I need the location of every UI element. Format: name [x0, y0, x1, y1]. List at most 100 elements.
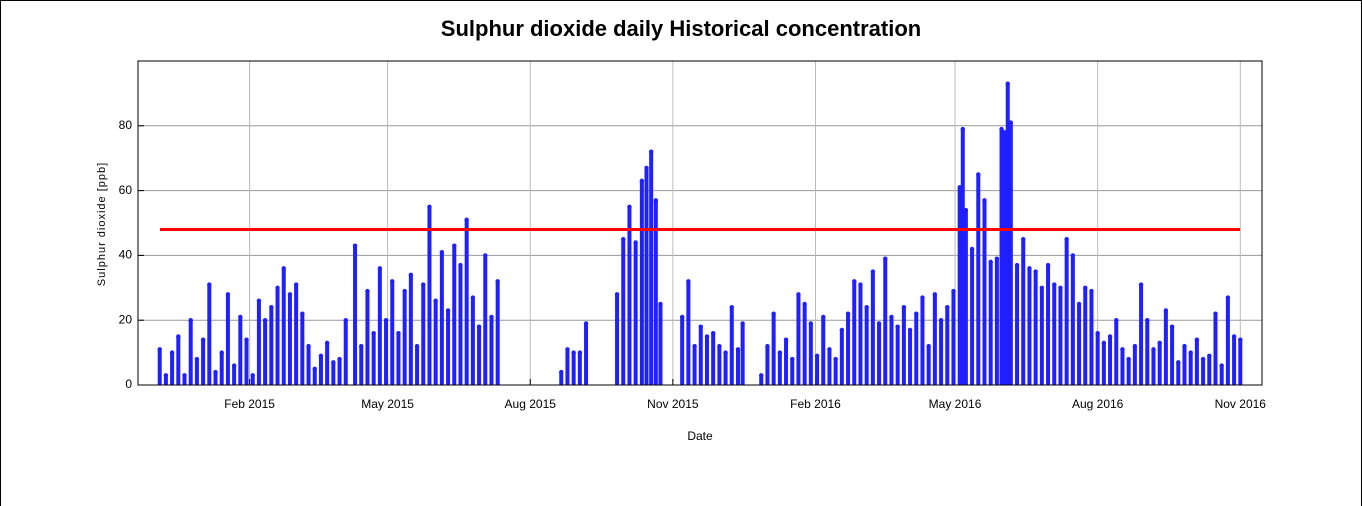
stem-marker	[1219, 363, 1224, 368]
stem-marker	[759, 373, 764, 378]
stem-marker	[920, 295, 925, 300]
stem-marker	[1194, 337, 1200, 342]
stem-marker	[300, 311, 305, 316]
stem-marker	[1157, 340, 1162, 346]
stem-marker	[352, 243, 358, 248]
stem-marker	[1064, 237, 1069, 242]
stem-marker	[653, 198, 659, 203]
stem-marker	[982, 198, 987, 203]
stem-marker	[938, 318, 944, 323]
stem-marker	[740, 321, 745, 326]
stem-marker	[377, 266, 383, 271]
stem-marker	[1138, 282, 1144, 287]
stem-marker	[704, 334, 710, 339]
stem-marker	[1163, 308, 1169, 313]
stem-marker	[969, 246, 975, 252]
stem-marker	[1213, 311, 1218, 316]
y-tick-label: 80	[119, 118, 133, 132]
stem-marker	[710, 330, 716, 336]
stem-marker	[238, 314, 243, 320]
x-tick-label: Nov 2015	[647, 397, 699, 411]
y-tick-label: 60	[119, 183, 133, 197]
stem-marker	[476, 324, 482, 329]
stem-marker	[169, 350, 175, 355]
stem-marker	[648, 149, 654, 154]
stem-marker	[639, 178, 645, 184]
stem-marker	[771, 311, 776, 316]
y-axis-label: Sulphur dioxide [ppb]	[96, 162, 108, 286]
stem-marker	[1008, 120, 1014, 125]
stem-marker	[686, 279, 691, 284]
stem-marker	[633, 240, 638, 245]
stem-marker	[1132, 343, 1138, 349]
stem-marker	[692, 343, 697, 349]
stem-marker	[926, 343, 931, 349]
stem-marker	[627, 204, 632, 209]
stem-marker	[796, 292, 801, 297]
stem-marker	[858, 282, 863, 287]
stem-marker	[1014, 262, 1020, 268]
stem-marker	[262, 318, 268, 323]
stem-marker	[559, 369, 564, 375]
stem-marker	[988, 259, 993, 265]
stem-marker	[577, 350, 583, 355]
stem-marker	[1225, 295, 1231, 300]
stem-marker	[157, 347, 162, 352]
stem-marker	[864, 305, 869, 310]
stem-marker	[421, 282, 426, 287]
stem-marker	[583, 321, 589, 326]
stem-marker	[1027, 266, 1032, 271]
stem-marker	[1101, 340, 1107, 346]
stem-marker	[571, 350, 576, 355]
stem-marker	[1126, 356, 1131, 362]
stem-marker	[932, 292, 938, 297]
stem-marker	[306, 343, 311, 349]
y-tick-label: 20	[119, 312, 133, 326]
stem-marker	[999, 126, 1004, 132]
stem-marker	[312, 366, 317, 371]
stem-marker	[207, 282, 212, 287]
stem-marker	[1200, 356, 1206, 362]
stem-marker	[565, 347, 570, 352]
stem-marker	[281, 266, 286, 271]
stem-marker	[433, 298, 438, 303]
stem-marker	[244, 337, 249, 342]
stem-marker	[1089, 288, 1094, 294]
stem-marker	[365, 288, 370, 294]
stem-marker	[324, 340, 330, 346]
stem-marker	[408, 272, 414, 278]
plot-frame	[137, 60, 1263, 386]
stem-marker	[1107, 334, 1113, 339]
stem-marker	[658, 301, 663, 307]
stem-marker	[219, 350, 224, 355]
stem-marker	[1045, 262, 1051, 268]
stem-marker	[735, 347, 741, 352]
stem-marker	[1021, 237, 1026, 242]
stem-marker	[723, 350, 728, 355]
stem-marker	[287, 292, 293, 297]
stem-marker	[489, 314, 494, 320]
stem-marker	[833, 356, 838, 362]
stem-marker	[876, 321, 882, 326]
x-tick-label: May 2015	[361, 397, 414, 411]
stem-marker	[1169, 324, 1175, 329]
stem-marker	[225, 292, 231, 297]
stem-marker	[163, 373, 169, 378]
stem-marker	[470, 295, 476, 300]
stem-marker	[250, 373, 255, 378]
stem-marker	[765, 343, 770, 349]
stem-marker	[994, 256, 1000, 261]
stem-marker	[614, 292, 620, 297]
stem-marker	[383, 318, 389, 323]
stem-marker	[1145, 318, 1150, 323]
stem-marker	[188, 318, 193, 323]
stem-marker	[1207, 353, 1212, 359]
stem-marker	[337, 356, 342, 362]
x-axis-label: Date	[687, 429, 713, 443]
stem-marker	[464, 217, 469, 222]
stem-marker	[318, 353, 324, 359]
stem-marker	[359, 343, 364, 349]
x-tick-label: Nov 2016	[1215, 397, 1267, 411]
stem-marker	[256, 298, 262, 303]
